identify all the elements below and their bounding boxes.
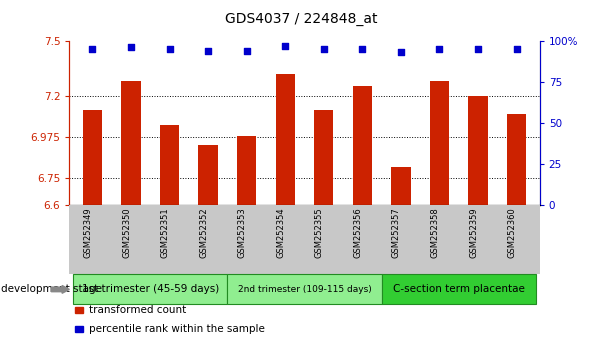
Text: transformed count: transformed count (89, 305, 186, 315)
Bar (469, 96, 488, 205)
Text: GSM252356: GSM252356 (353, 207, 362, 258)
Text: GSM252351: GSM252351 (160, 207, 169, 258)
Text: GSM252352: GSM252352 (199, 207, 208, 258)
Text: GSM252353: GSM252353 (238, 207, 247, 258)
Bar (237, 136, 256, 205)
Bar (353, 86, 372, 205)
Point (242, 48, 251, 53)
Point (358, 46, 367, 52)
Text: C-section term placentae: C-section term placentae (393, 284, 525, 295)
Text: GSM252355: GSM252355 (315, 207, 324, 258)
Bar (83, 110, 102, 205)
Bar (314, 110, 333, 205)
Point (319, 46, 329, 52)
Point (87, 46, 97, 52)
Point (435, 46, 444, 52)
Point (126, 45, 136, 50)
Point (203, 48, 213, 53)
Text: GSM252358: GSM252358 (431, 207, 440, 258)
Bar (121, 81, 140, 205)
Text: GSM252360: GSM252360 (508, 207, 517, 258)
Text: GSM252349: GSM252349 (83, 207, 92, 258)
Text: 2nd trimester (109-115 days): 2nd trimester (109-115 days) (238, 285, 371, 294)
Point (473, 46, 483, 52)
Point (512, 46, 522, 52)
Text: percentile rank within the sample: percentile rank within the sample (89, 324, 265, 334)
Text: GDS4037 / 224848_at: GDS4037 / 224848_at (226, 12, 377, 27)
Bar (198, 145, 218, 205)
Text: 1st trimester (45-59 days): 1st trimester (45-59 days) (81, 284, 219, 295)
Point (165, 46, 174, 52)
Text: GSM252350: GSM252350 (122, 207, 131, 258)
Text: development stage: development stage (1, 284, 102, 295)
Bar (160, 125, 179, 205)
Text: GSM252357: GSM252357 (392, 207, 401, 258)
Text: GSM252359: GSM252359 (469, 207, 478, 258)
Text: GSM252354: GSM252354 (276, 207, 285, 258)
Point (280, 43, 290, 48)
Bar (276, 74, 295, 205)
Bar (430, 81, 449, 205)
Bar (391, 167, 411, 205)
Bar (507, 114, 526, 205)
Point (396, 50, 406, 55)
